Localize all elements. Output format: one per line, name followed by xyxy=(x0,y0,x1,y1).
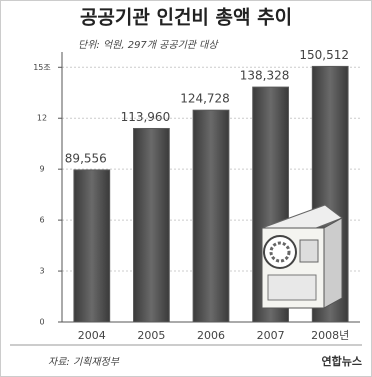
x-tick-label: 2008년 xyxy=(311,329,349,342)
x-tick-label: 2006 xyxy=(197,329,225,342)
subtitle: 단위: 억원, 297개 공공기관 대상 xyxy=(78,39,219,51)
x-tick-label: 2005 xyxy=(137,329,165,342)
bar xyxy=(133,127,170,323)
chart-title: 공공기관 인건비 총액 추이 xyxy=(80,7,292,29)
y-tick-label: 15조 xyxy=(33,63,51,72)
value-label: 113,960 xyxy=(121,110,171,124)
value-label: 89,556 xyxy=(65,151,107,165)
value-label: 124,728 xyxy=(180,92,230,106)
logo: 연합뉴스 xyxy=(322,354,362,368)
y-tick-label: 0 xyxy=(39,318,44,327)
y-tick-label: 6 xyxy=(39,216,44,225)
x-tick-label: 2004 xyxy=(78,329,106,342)
source: 자료: 기획재정부 xyxy=(48,356,120,368)
y-tick-label: 3 xyxy=(39,267,44,276)
bar xyxy=(192,109,230,323)
y-tick-label: 9 xyxy=(39,165,44,174)
safe-illustration xyxy=(260,204,344,309)
y-tick-label: 12 xyxy=(37,114,47,123)
value-label: 138,328 xyxy=(240,69,290,83)
x-tick-label: 2007 xyxy=(257,329,285,342)
value-label: 150,512 xyxy=(299,48,349,62)
bar xyxy=(73,169,111,323)
